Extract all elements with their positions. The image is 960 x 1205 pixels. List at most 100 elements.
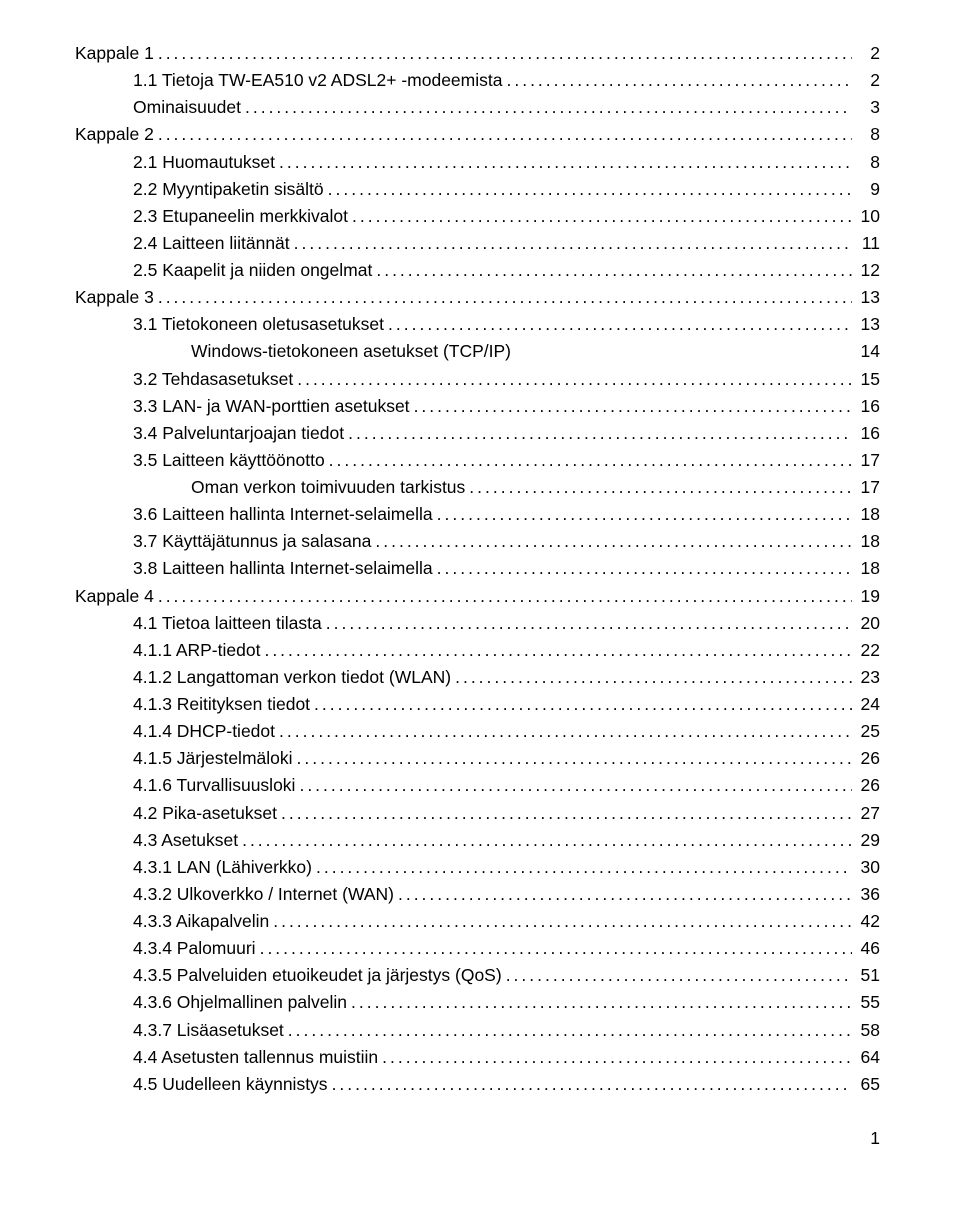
toc-label: 4.1.2 Langattoman verkon tiedot (WLAN) bbox=[133, 664, 451, 691]
toc-page: 17 bbox=[852, 474, 880, 501]
toc-leader-dots bbox=[241, 94, 852, 121]
toc-page: 13 bbox=[852, 284, 880, 311]
toc-page: 42 bbox=[852, 908, 880, 935]
toc-entry: 4.3.6 Ohjelmallinen palvelin 55 bbox=[75, 989, 880, 1016]
toc-label: 3.7 Käyttäjätunnus ja salasana bbox=[133, 528, 371, 555]
toc-entry: 4.5 Uudelleen käynnistys65 bbox=[75, 1071, 880, 1098]
toc-entry: 3.5 Laitteen käyttöönotto17 bbox=[75, 447, 880, 474]
toc-leader-dots bbox=[410, 393, 852, 420]
toc-label: Oman verkon toimivuuden tarkistus bbox=[191, 474, 465, 501]
toc-leader-dots bbox=[451, 664, 852, 691]
toc-leader-dots bbox=[394, 881, 852, 908]
toc-leader-dots bbox=[293, 745, 852, 772]
toc-entry: Ominaisuudet3 bbox=[75, 94, 880, 121]
toc-leader-dots bbox=[347, 989, 852, 1016]
toc-label: 4.3 Asetukset bbox=[133, 827, 238, 854]
toc-entry: 3.4 Palveluntarjoajan tiedot16 bbox=[75, 420, 880, 447]
toc-leader-dots bbox=[325, 447, 852, 474]
toc-label: 3.1 Tietokoneen oletusasetukset bbox=[133, 311, 384, 338]
toc-entry: 3.8 Laitteen hallinta Internet-selaimell… bbox=[75, 555, 880, 582]
toc-leader-dots bbox=[154, 121, 852, 148]
toc-entry: Kappale 313 bbox=[75, 284, 880, 311]
toc-label: 3.4 Palveluntarjoajan tiedot bbox=[133, 420, 344, 447]
toc-label: 2.3 Etupaneelin merkkivalot bbox=[133, 203, 348, 230]
toc-page: 18 bbox=[852, 528, 880, 555]
toc-entry: 4.1 Tietoa laitteen tilasta20 bbox=[75, 610, 880, 637]
toc-label: 4.1.1 ARP-tiedot bbox=[133, 637, 260, 664]
toc-entry: 3.2 Tehdasasetukset15 bbox=[75, 366, 880, 393]
toc-label: 4.2 Pika-asetukset bbox=[133, 800, 277, 827]
toc-page: 46 bbox=[852, 935, 880, 962]
toc-page: 15 bbox=[852, 366, 880, 393]
toc-label: 4.3.3 Aikapalvelin bbox=[133, 908, 269, 935]
toc-label: 4.1.3 Reitityksen tiedot bbox=[133, 691, 310, 718]
toc-leader-dots bbox=[502, 67, 852, 94]
toc-leader-dots bbox=[502, 962, 852, 989]
toc-leader-dots bbox=[371, 528, 852, 555]
toc-page: 65 bbox=[852, 1071, 880, 1098]
toc-leader-dots bbox=[378, 1044, 852, 1071]
toc-leader-dots bbox=[295, 772, 852, 799]
toc-label: 3.6 Laitteen hallinta Internet-selaimell… bbox=[133, 501, 433, 528]
toc-label: Kappale 1 bbox=[75, 40, 154, 67]
toc-entry: 3.1 Tietokoneen oletusasetukset 13 bbox=[75, 311, 880, 338]
toc-leader-dots bbox=[269, 908, 852, 935]
toc-page: 26 bbox=[852, 772, 880, 799]
toc-entry: 3.6 Laitteen hallinta Internet-selaimell… bbox=[75, 501, 880, 528]
toc-page: 18 bbox=[852, 555, 880, 582]
toc-leader-dots bbox=[277, 800, 852, 827]
toc-page: 26 bbox=[852, 745, 880, 772]
toc-page: 64 bbox=[852, 1044, 880, 1071]
toc-page: 20 bbox=[852, 610, 880, 637]
toc-label: 2.4 Laitteen liitännät bbox=[133, 230, 290, 257]
toc-leader-dots bbox=[322, 610, 852, 637]
toc-leader-dots bbox=[284, 1017, 852, 1044]
toc-entry: Kappale 2 8 bbox=[75, 121, 880, 148]
toc-page: 14 bbox=[852, 338, 880, 365]
toc-leader-dots bbox=[256, 935, 852, 962]
toc-leader-dots bbox=[238, 827, 852, 854]
toc-leader-dots bbox=[433, 555, 852, 582]
toc-page: 8 bbox=[852, 121, 880, 148]
toc-page: 18 bbox=[852, 501, 880, 528]
toc-entry: 4.1.6 Turvallisuusloki26 bbox=[75, 772, 880, 799]
toc-leader-dots bbox=[293, 366, 852, 393]
table-of-contents: Kappale 121.1 Tietoja TW-EA510 v2 ADSL2+… bbox=[75, 40, 880, 1098]
toc-page: 8 bbox=[852, 149, 880, 176]
toc-entry: 2.3 Etupaneelin merkkivalot 10 bbox=[75, 203, 880, 230]
toc-label: 4.3.4 Palomuuri bbox=[133, 935, 256, 962]
toc-entry: 4.1.1 ARP-tiedot 22 bbox=[75, 637, 880, 664]
toc-page: 27 bbox=[852, 800, 880, 827]
toc-entry: 2.5 Kaapelit ja niiden ongelmat12 bbox=[75, 257, 880, 284]
toc-page: 55 bbox=[852, 989, 880, 1016]
toc-page: 10 bbox=[852, 203, 880, 230]
toc-leader-dots bbox=[154, 40, 852, 67]
toc-entry: 4.3.1 LAN (Lähiverkko)30 bbox=[75, 854, 880, 881]
toc-page: 24 bbox=[852, 691, 880, 718]
toc-label: Kappale 2 bbox=[75, 121, 154, 148]
toc-label: 4.3.6 Ohjelmallinen palvelin bbox=[133, 989, 347, 1016]
toc-page: 13 bbox=[852, 311, 880, 338]
toc-entry: 4.1.5 Järjestelmäloki26 bbox=[75, 745, 880, 772]
toc-entry: Oman verkon toimivuuden tarkistus 17 bbox=[75, 474, 880, 501]
toc-page: 22 bbox=[852, 637, 880, 664]
toc-label: 4.4 Asetusten tallennus muistiin bbox=[133, 1044, 378, 1071]
toc-entry: 4.4 Asetusten tallennus muistiin 64 bbox=[75, 1044, 880, 1071]
toc-label: 4.3.2 Ulkoverkko / Internet (WAN) bbox=[133, 881, 394, 908]
toc-label: 2.5 Kaapelit ja niiden ongelmat bbox=[133, 257, 372, 284]
toc-leader-dots bbox=[290, 230, 852, 257]
toc-entry: 3.3 LAN- ja WAN-porttien asetukset16 bbox=[75, 393, 880, 420]
toc-entry: Windows-tietokoneen asetukset (TCP/IP)14 bbox=[75, 338, 880, 365]
toc-page: 51 bbox=[852, 962, 880, 989]
toc-page: 3 bbox=[852, 94, 880, 121]
toc-label: 1.1 Tietoja TW-EA510 v2 ADSL2+ -modeemis… bbox=[133, 67, 502, 94]
toc-entry: 4.3.5 Palveluiden etuoikeudet ja järjest… bbox=[75, 962, 880, 989]
toc-entry: 4.1.3 Reitityksen tiedot 24 bbox=[75, 691, 880, 718]
toc-leader-dots bbox=[275, 149, 852, 176]
toc-page: 16 bbox=[852, 393, 880, 420]
toc-entry: 3.7 Käyttäjätunnus ja salasana 18 bbox=[75, 528, 880, 555]
toc-leader-dots bbox=[154, 284, 852, 311]
toc-entry: 4.3.3 Aikapalvelin 42 bbox=[75, 908, 880, 935]
toc-entry: Kappale 12 bbox=[75, 40, 880, 67]
toc-entry: 1.1 Tietoja TW-EA510 v2 ADSL2+ -modeemis… bbox=[75, 67, 880, 94]
